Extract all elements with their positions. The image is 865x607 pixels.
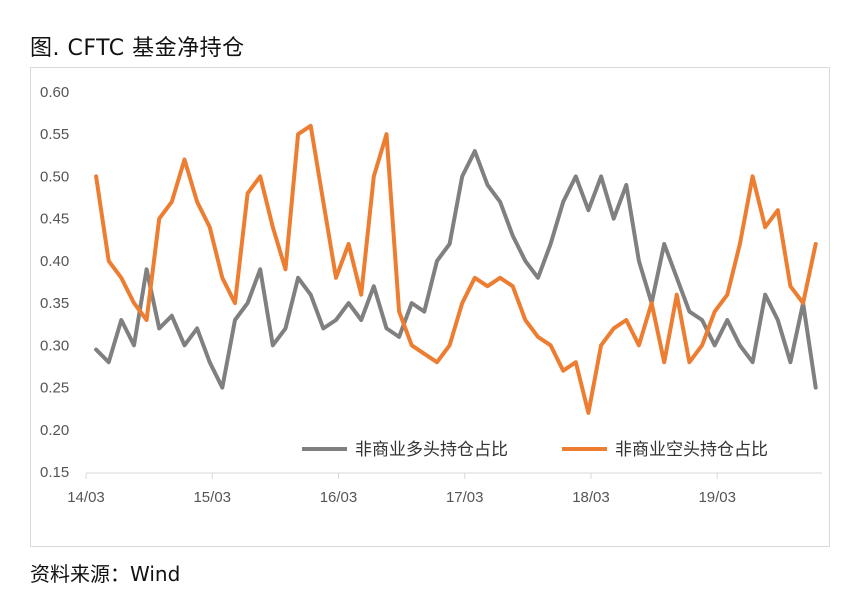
y-tick-label: 0.40 [40,253,69,270]
y-tick-label: 0.60 [40,84,69,101]
source-note: 资料来源：Wind [30,562,181,586]
y-tick-label: 0.15 [40,464,69,481]
legend-label: 非商业空头持仓占比 [615,440,768,460]
y-tick-label: 0.55 [40,126,69,143]
y-tick-label: 0.50 [40,168,69,185]
y-tick-label: 0.20 [40,422,69,439]
y-tick-label: 0.45 [40,211,69,228]
x-tick-label: 19/03 [698,489,736,506]
x-tick-label: 14/03 [67,489,105,506]
y-tick-label: 0.30 [40,337,69,354]
series-line-short [94,123,818,415]
legend-label: 非商业多头持仓占比 [355,440,508,460]
y-tick-label: 0.25 [40,380,69,397]
chart-title: 图. CFTC 基金净持仓 [30,36,245,61]
x-tick-label: 18/03 [572,489,610,506]
y-tick-label: 0.35 [40,295,69,312]
series-line-long [94,149,818,390]
x-tick-label: 16/03 [320,489,358,506]
x-tick-label: 15/03 [193,489,231,506]
x-tick-label: 17/03 [446,489,484,506]
plot-frame [30,67,830,547]
